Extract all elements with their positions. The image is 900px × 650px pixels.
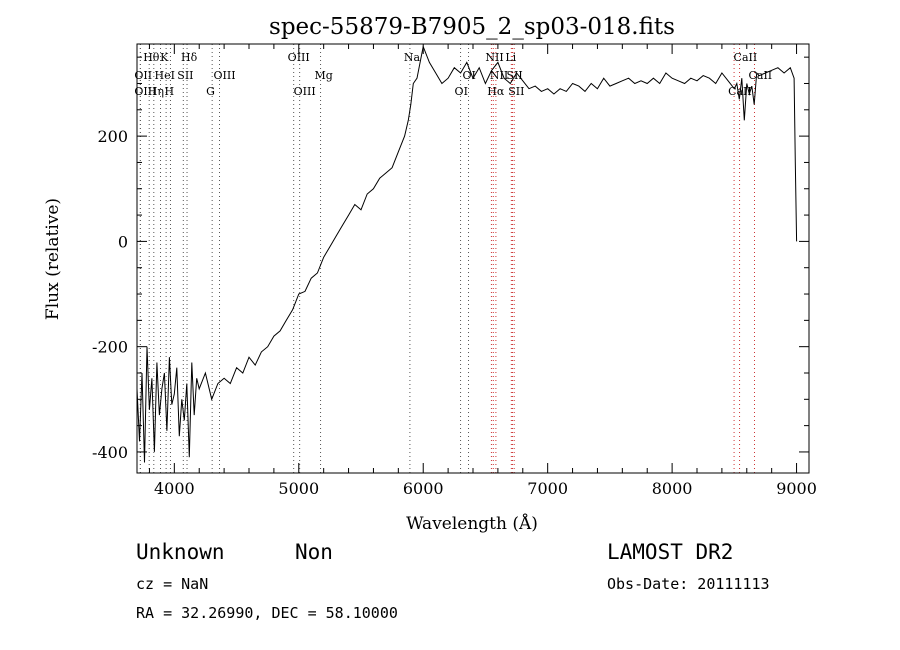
spectral-line-label: CaII — [748, 69, 772, 82]
y-tick-label: 200 — [97, 127, 128, 146]
x-tick-label: 7000 — [527, 479, 568, 498]
spectral-line-label: SII — [177, 69, 193, 82]
spectral-line-label: Hη — [148, 85, 164, 98]
spectral-line-label: NII — [490, 69, 508, 82]
x-tick-label: 5000 — [278, 479, 319, 498]
spectral-line-label: OII — [134, 69, 152, 82]
spectral-line-label: CaII — [728, 85, 752, 98]
y-tick-label: -400 — [92, 443, 128, 462]
spectral-line-label: Na — [404, 51, 421, 64]
spectral-line-markers — [139, 44, 755, 473]
spectral-line-label: G — [206, 85, 215, 98]
subclass-label: Non — [295, 540, 333, 564]
spectral-line-label: SII — [506, 69, 522, 82]
spectral-line-label: Mg — [315, 69, 333, 82]
spectral-line-label: OIII — [294, 85, 316, 98]
spectral-line-label: Hθ — [143, 51, 160, 64]
spectral-line-label: Li — [505, 51, 516, 64]
coordinates: RA = 32.26990, DEC = 58.10000 — [136, 604, 398, 622]
spectral-line-label: OIII — [134, 85, 156, 98]
spectral-line-label: K — [160, 51, 169, 64]
x-tick-label: 6000 — [403, 479, 444, 498]
spectral-line-label: OI — [463, 69, 476, 82]
y-tick-label: -200 — [92, 338, 128, 357]
chart-title: spec-55879-B7905_2_sp03-018.fits — [269, 14, 675, 40]
x-tick-label: 4000 — [154, 479, 195, 498]
spectral-line-label: NII — [485, 51, 503, 64]
spectral-line-label: CaII — [734, 51, 758, 64]
cz-value: cz = NaN — [136, 575, 209, 593]
spectral-line-label: HeI — [155, 69, 175, 82]
spectral-line-label: OIII — [288, 51, 310, 64]
plot-frame — [136, 43, 810, 474]
class-label: Unknown — [136, 540, 225, 564]
obs-date: Obs-Date: 20111113 — [607, 575, 770, 593]
spectral-line-label: Hδ — [181, 51, 198, 64]
x-axis-label: Wavelength (Å) — [406, 513, 538, 534]
y-axis-label: Flux (relative) — [43, 198, 63, 320]
x-tick-label: 8000 — [652, 479, 693, 498]
y-tick-label: 0 — [118, 232, 128, 251]
spectral-line-label: OIII — [214, 69, 236, 82]
spectral-line-label: Hα — [487, 85, 505, 98]
spectral-line-label: H — [164, 85, 174, 98]
x-axis-ticks: 4000 5000 6000 7000 8000 9000 — [148, 44, 817, 498]
spectral-line-label: OI — [455, 85, 468, 98]
spectral-line-label: SII — [508, 85, 524, 98]
x-tick-label: 9000 — [776, 479, 817, 498]
survey-label: LAMOST DR2 — [607, 540, 734, 564]
y-axis-ticks: -400 -200 0 200 — [92, 56, 809, 462]
spectrum-series-line — [136, 44, 798, 463]
